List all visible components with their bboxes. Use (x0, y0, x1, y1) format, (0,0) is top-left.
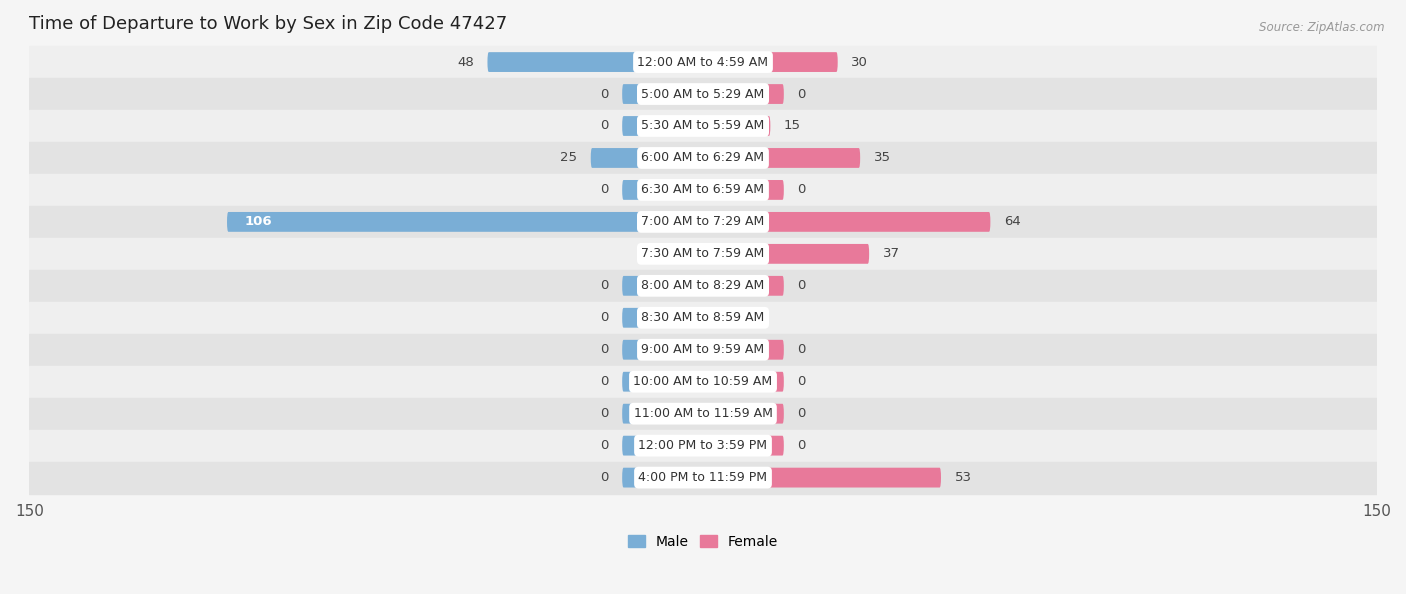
Text: 12:00 PM to 3:59 PM: 12:00 PM to 3:59 PM (638, 439, 768, 452)
Text: 0: 0 (797, 343, 806, 356)
Text: 30: 30 (851, 56, 868, 68)
Text: 0: 0 (600, 184, 609, 197)
Text: Time of Departure to Work by Sex in Zip Code 47427: Time of Departure to Work by Sex in Zip … (30, 15, 508, 33)
Text: 0: 0 (600, 471, 609, 484)
Bar (30, 206, 1376, 238)
Text: 0: 0 (600, 279, 609, 292)
Bar (30, 302, 1376, 334)
Text: 0: 0 (797, 375, 806, 388)
Bar (30, 46, 1376, 78)
Text: 0: 0 (797, 87, 806, 100)
Text: 3: 3 (668, 247, 676, 260)
Text: 6:00 AM to 6:29 AM: 6:00 AM to 6:29 AM (641, 151, 765, 165)
Text: 0: 0 (600, 407, 609, 420)
FancyBboxPatch shape (623, 467, 703, 488)
FancyBboxPatch shape (623, 372, 703, 391)
FancyBboxPatch shape (703, 276, 783, 296)
Bar (30, 398, 1376, 429)
FancyBboxPatch shape (703, 212, 990, 232)
Text: 9:00 AM to 9:59 AM: 9:00 AM to 9:59 AM (641, 343, 765, 356)
FancyBboxPatch shape (703, 436, 783, 456)
FancyBboxPatch shape (703, 467, 941, 488)
Bar (30, 462, 1376, 494)
FancyBboxPatch shape (488, 52, 703, 72)
Text: 37: 37 (883, 247, 900, 260)
FancyBboxPatch shape (623, 180, 703, 200)
Text: 0: 0 (600, 343, 609, 356)
FancyBboxPatch shape (703, 404, 783, 424)
Bar (30, 334, 1376, 366)
Text: 4:00 PM to 11:59 PM: 4:00 PM to 11:59 PM (638, 471, 768, 484)
Text: 7:00 AM to 7:29 AM: 7:00 AM to 7:29 AM (641, 216, 765, 228)
Text: 0: 0 (797, 279, 806, 292)
Text: 25: 25 (560, 151, 578, 165)
FancyBboxPatch shape (703, 308, 721, 328)
FancyBboxPatch shape (703, 244, 869, 264)
FancyBboxPatch shape (226, 212, 703, 232)
FancyBboxPatch shape (703, 148, 860, 168)
FancyBboxPatch shape (591, 148, 703, 168)
FancyBboxPatch shape (703, 116, 770, 136)
FancyBboxPatch shape (703, 84, 783, 104)
Bar (30, 78, 1376, 110)
Text: 106: 106 (245, 216, 273, 228)
Text: 5:00 AM to 5:29 AM: 5:00 AM to 5:29 AM (641, 87, 765, 100)
Text: 8:00 AM to 8:29 AM: 8:00 AM to 8:29 AM (641, 279, 765, 292)
FancyBboxPatch shape (623, 116, 703, 136)
Text: 15: 15 (783, 119, 801, 132)
Text: 0: 0 (797, 407, 806, 420)
Bar (30, 110, 1376, 142)
Text: 0: 0 (600, 439, 609, 452)
FancyBboxPatch shape (623, 404, 703, 424)
Bar (30, 270, 1376, 302)
Text: 6:30 AM to 6:59 AM: 6:30 AM to 6:59 AM (641, 184, 765, 197)
FancyBboxPatch shape (703, 180, 783, 200)
Text: 48: 48 (457, 56, 474, 68)
Text: 0: 0 (797, 439, 806, 452)
FancyBboxPatch shape (623, 340, 703, 359)
Text: 10:00 AM to 10:59 AM: 10:00 AM to 10:59 AM (634, 375, 772, 388)
Bar (30, 366, 1376, 398)
Text: 11:00 AM to 11:59 AM: 11:00 AM to 11:59 AM (634, 407, 772, 420)
Text: 0: 0 (600, 119, 609, 132)
Bar (30, 142, 1376, 174)
Text: 0: 0 (600, 311, 609, 324)
Text: 35: 35 (873, 151, 890, 165)
Text: 0: 0 (600, 375, 609, 388)
FancyBboxPatch shape (703, 372, 783, 391)
FancyBboxPatch shape (703, 52, 838, 72)
FancyBboxPatch shape (623, 436, 703, 456)
Bar (30, 429, 1376, 462)
Text: 0: 0 (797, 184, 806, 197)
Legend: Male, Female: Male, Female (628, 535, 778, 549)
FancyBboxPatch shape (623, 84, 703, 104)
Bar (30, 238, 1376, 270)
Text: 8:30 AM to 8:59 AM: 8:30 AM to 8:59 AM (641, 311, 765, 324)
Text: 53: 53 (955, 471, 972, 484)
Text: 64: 64 (1004, 216, 1021, 228)
Text: Source: ZipAtlas.com: Source: ZipAtlas.com (1260, 21, 1385, 34)
FancyBboxPatch shape (623, 308, 703, 328)
Text: 7:30 AM to 7:59 AM: 7:30 AM to 7:59 AM (641, 247, 765, 260)
Text: 12:00 AM to 4:59 AM: 12:00 AM to 4:59 AM (637, 56, 769, 68)
FancyBboxPatch shape (703, 340, 783, 359)
FancyBboxPatch shape (623, 276, 703, 296)
Text: 0: 0 (600, 87, 609, 100)
Text: 5:30 AM to 5:59 AM: 5:30 AM to 5:59 AM (641, 119, 765, 132)
Bar (30, 174, 1376, 206)
FancyBboxPatch shape (689, 244, 703, 264)
Text: 4: 4 (734, 311, 742, 324)
